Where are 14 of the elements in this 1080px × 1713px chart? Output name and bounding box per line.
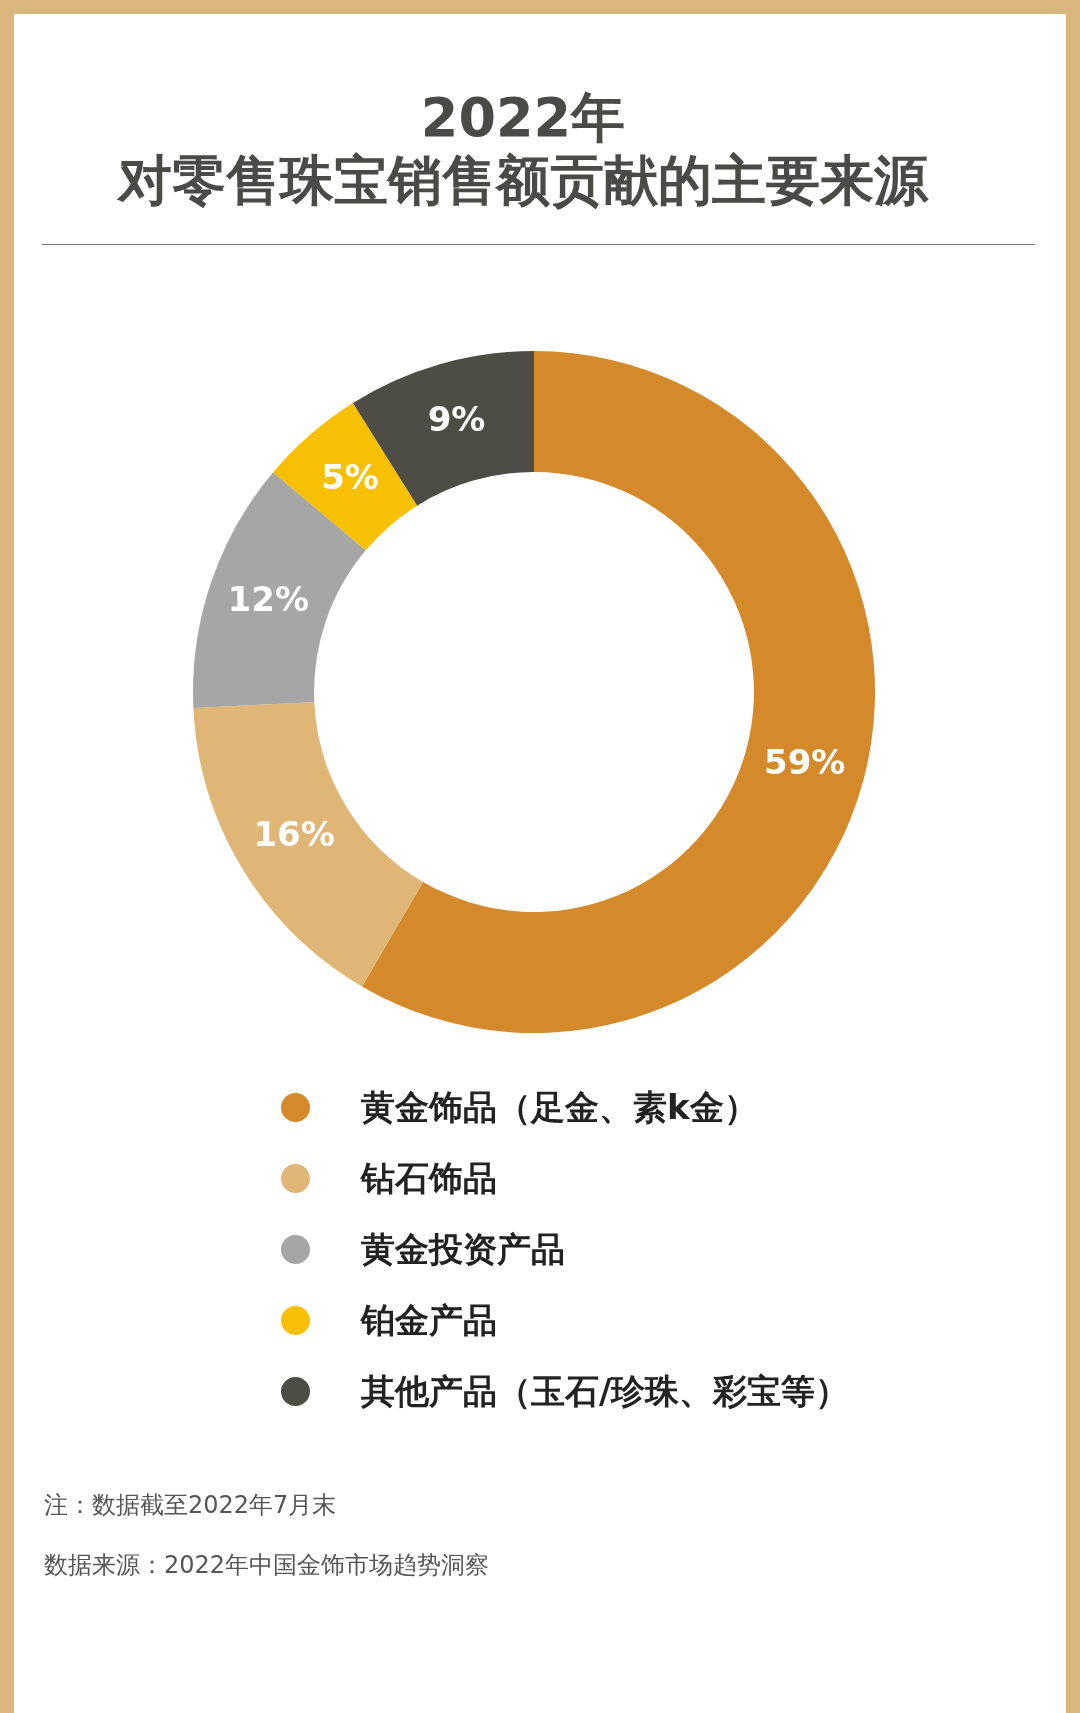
data-label: 9% xyxy=(427,399,486,440)
text: 注：数据截至2022年7月末 xyxy=(44,1490,338,1521)
legend-label: 黄金饰品（足金、素k金） xyxy=(361,1085,758,1129)
data-label: 59% xyxy=(764,742,846,783)
data-label: 16% xyxy=(253,814,335,855)
legend-label: 钻石饰品 xyxy=(361,1156,497,1200)
chart-title: 2022年 xyxy=(419,86,627,149)
legend-label: 其他产品（玉石/珍珠、彩宝等） xyxy=(361,1369,850,1413)
legend-label: 铂金产品 xyxy=(361,1298,497,1342)
data-label: 5% xyxy=(321,457,379,498)
legend-label: 黄金投资产品 xyxy=(361,1227,565,1271)
chart-subtitle: 对零售珠宝销售额贡献的主要来源 xyxy=(116,149,930,212)
data-label: 12% xyxy=(227,578,310,619)
source-note: 数据来源：2022年中国金饰市场趋势洞察 xyxy=(44,1550,490,1581)
